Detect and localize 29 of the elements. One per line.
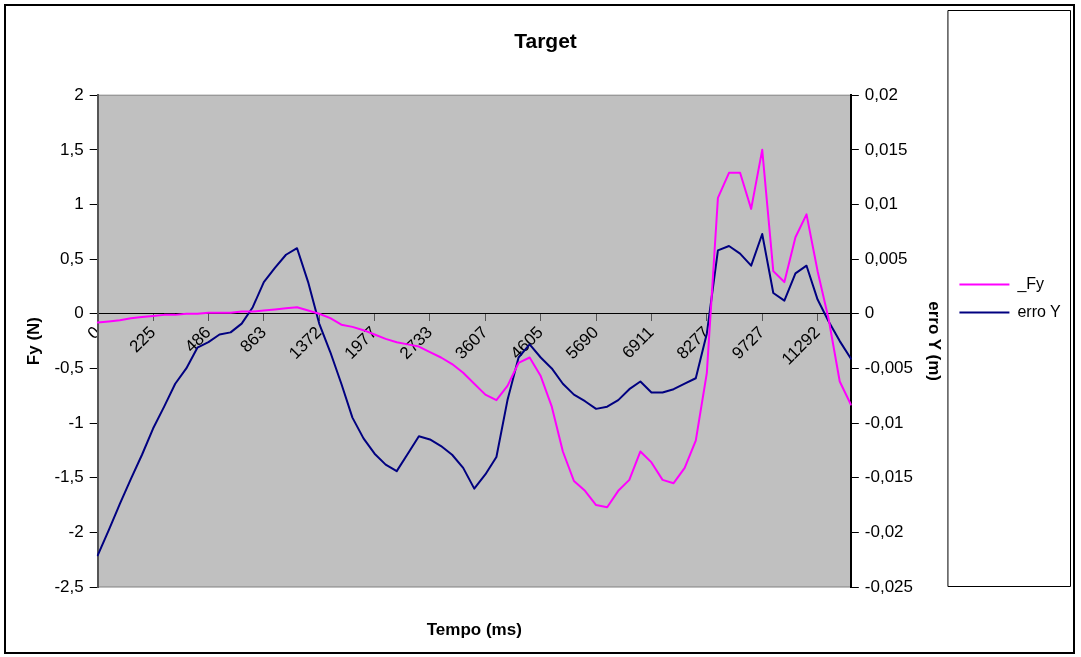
y2-tick-label: -0,01 — [864, 412, 904, 432]
legend-label: _Fy — [1016, 274, 1045, 293]
y-tick-label: -1,5 — [54, 467, 84, 487]
legend-label: erro Y — [1017, 302, 1062, 320]
y2-tick-label: 0 — [864, 303, 875, 323]
y-tick-label: 0 — [74, 303, 84, 323]
y2-tick-label: 0,015 — [864, 139, 908, 159]
y-tick-label: 1,5 — [60, 139, 84, 159]
y2-tick-label: 0,01 — [864, 194, 898, 214]
y-tick-label: 1 — [74, 194, 84, 214]
y2-tick-label: -0,02 — [864, 522, 904, 542]
y2-tick-label: 0,005 — [864, 248, 908, 268]
y-tick-label: -2 — [68, 522, 84, 542]
y2-tick-label: 0,02 — [864, 84, 898, 104]
y2-axis-title: erro Y (m) — [924, 301, 944, 381]
x-tick-label: 225 — [125, 322, 160, 357]
chart-title: Target — [514, 29, 577, 53]
y-tick-label: 0,5 — [60, 248, 84, 268]
x-axis-title: Tempo (ms) — [426, 619, 522, 639]
y-tick-label: -2,5 — [54, 576, 84, 596]
y2-tick-label: -0,005 — [864, 358, 914, 378]
y-tick-label: 2 — [74, 84, 84, 104]
y-axis-title: Fy (N) — [23, 317, 43, 366]
y2-tick-label: -0,015 — [864, 467, 914, 487]
y-tick-label: -1 — [68, 412, 84, 432]
y-tick-label: -0,5 — [54, 358, 84, 378]
x-tick-label: 486 — [181, 322, 215, 357]
x-tick-label: 863 — [236, 322, 270, 357]
y2-tick-label: -0,025 — [864, 576, 914, 596]
